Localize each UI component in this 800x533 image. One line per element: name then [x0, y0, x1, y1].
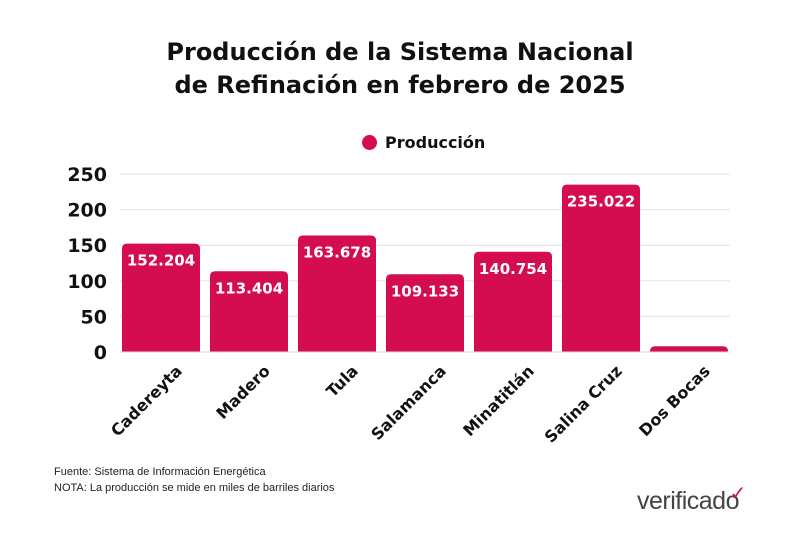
x-tick-label: Tula — [322, 361, 361, 400]
y-tick-label: 150 — [67, 235, 107, 257]
data-label: 140.754 — [479, 260, 547, 278]
source-note: Fuente: Sistema de Información Energétic… — [54, 466, 266, 478]
data-label: 163.678 — [303, 243, 371, 261]
y-tick-label: 50 — [81, 306, 107, 328]
bar-salamanca — [386, 274, 464, 352]
y-tick-label: 100 — [67, 271, 107, 293]
bar-madero — [210, 271, 288, 352]
title-line-1: Producción de la Sistema Nacional — [166, 38, 634, 66]
data-label: 109.133 — [391, 282, 459, 300]
data-label: 235.022 — [567, 193, 635, 211]
data-label: 113.404 — [215, 279, 283, 297]
units-note: NOTA: La producción se mide en miles de … — [54, 482, 335, 494]
legend-swatch — [362, 135, 377, 150]
y-tick-label: 0 — [94, 342, 107, 364]
legend-label: Producción — [385, 133, 486, 152]
bar-cadereyta — [122, 243, 200, 352]
bar-dos-bocas — [650, 346, 728, 352]
bar-salina-cruz — [562, 184, 640, 352]
chart-title: Producción de la Sistema Nacional de Ref… — [0, 36, 800, 102]
x-tick-label: Madero — [212, 361, 273, 422]
x-tick-label: Salina Cruz — [541, 361, 626, 446]
x-tick-label: Dos Bocas — [635, 361, 714, 440]
y-tick-label: 250 — [67, 164, 107, 186]
data-label: 152.204 — [127, 252, 195, 270]
x-tick-label: Minatitlán — [459, 361, 538, 440]
legend: Producción — [362, 133, 485, 152]
y-tick-label: 200 — [67, 200, 107, 222]
bar-tula — [298, 235, 376, 352]
x-tick-label: Salamanca — [367, 361, 450, 444]
x-tick-label: Cadereyta — [107, 361, 186, 440]
title-line-2: de Refinación en febrero de 2025 — [174, 71, 626, 99]
verificado-logo: verificado ✓ — [637, 483, 746, 515]
bar-minatitlán — [474, 251, 552, 352]
